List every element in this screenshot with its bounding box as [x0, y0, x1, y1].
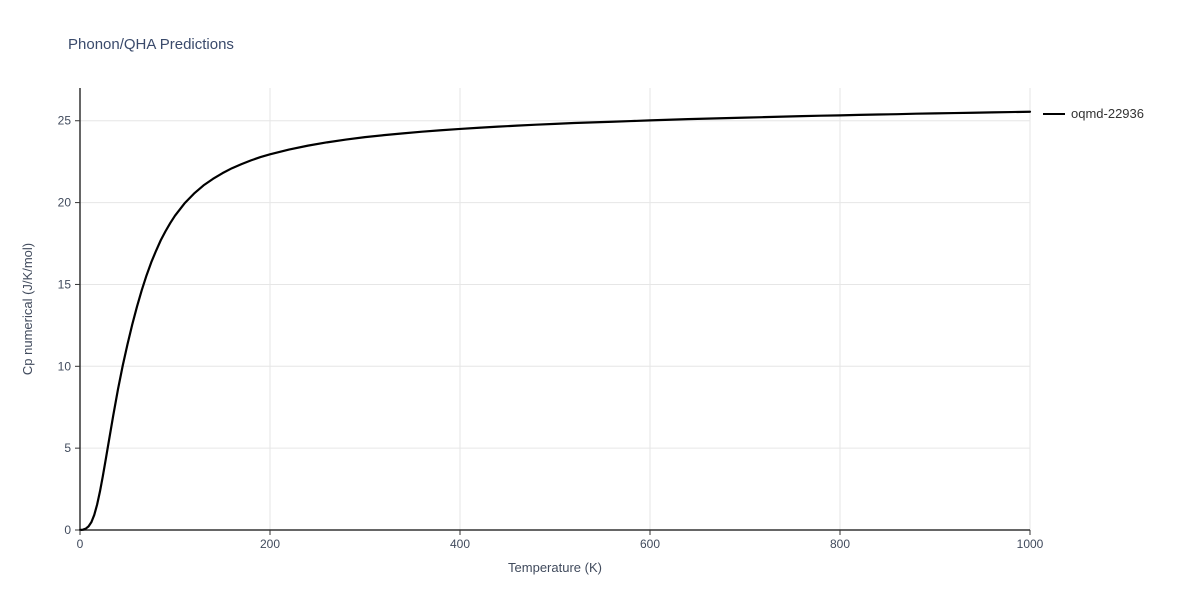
y-tick-label: 15 — [58, 277, 72, 291]
line-chart: 0 200 400 600 800 1000 0 5 10 15 20 25 Temperature… — [0, 0, 1200, 600]
legend: oqmd-22936 — [1043, 106, 1144, 121]
legend-swatch — [1043, 113, 1065, 115]
y-tick-label: 25 — [58, 114, 72, 128]
legend-item[interactable]: oqmd-22936 — [1043, 106, 1144, 121]
y-tick-label: 0 — [64, 523, 71, 537]
y-tick-label: 5 — [64, 441, 71, 455]
grid — [80, 88, 1030, 530]
axes — [80, 88, 1030, 530]
legend-label: oqmd-22936 — [1071, 106, 1144, 121]
x-tick-label: 400 — [450, 537, 470, 551]
y-tick-label: 20 — [58, 196, 72, 210]
y-ticks: 0 5 10 15 20 25 — [58, 114, 80, 537]
x-tick-label: 600 — [640, 537, 660, 551]
x-tick-label: 800 — [830, 537, 850, 551]
x-tick-label: 1000 — [1017, 537, 1044, 551]
x-tick-label: 200 — [260, 537, 280, 551]
series-group — [80, 112, 1030, 530]
series-line — [80, 112, 1030, 530]
x-tick-label: 0 — [77, 537, 84, 551]
x-ticks: 0 200 400 600 800 1000 — [77, 530, 1044, 551]
y-tick-label: 10 — [58, 359, 72, 373]
y-axis-label: Cp numerical (J/K/mol) — [20, 243, 35, 375]
x-axis-label: Temperature (K) — [508, 560, 602, 575]
chart-container: { "title": { "text": "Phonon/QHA Predict… — [0, 0, 1200, 600]
